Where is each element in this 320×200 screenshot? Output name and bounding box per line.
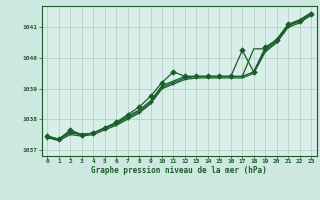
X-axis label: Graphe pression niveau de la mer (hPa): Graphe pression niveau de la mer (hPa) bbox=[91, 166, 267, 175]
